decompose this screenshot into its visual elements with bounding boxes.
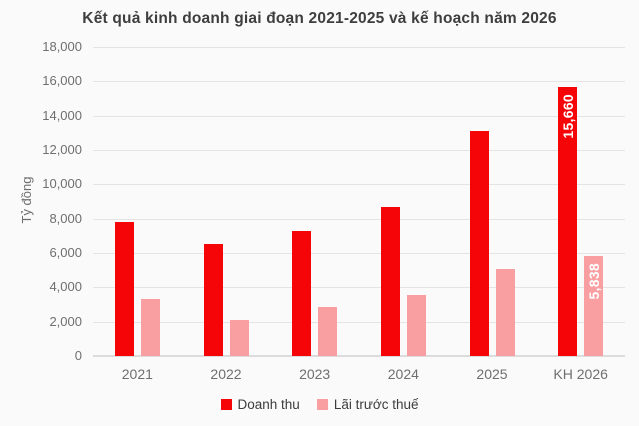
bar-doanh-thu-2021 <box>114 222 134 356</box>
chart-title: Kết quả kinh doanh giai đoạn 2021-2025 v… <box>82 10 557 27</box>
y-tick-label: 12,000 <box>42 142 82 157</box>
y-tick-label: 2,000 <box>49 313 82 329</box>
y-tick-label: 18,000 <box>42 39 82 54</box>
gridline <box>93 287 625 289</box>
y-tick-label: 10,000 <box>42 176 82 192</box>
legend-item-doanh-thu: Doanh thu <box>220 397 300 412</box>
bar-value-label: 15,660 <box>559 94 576 139</box>
bar-doanh-thu-2025 <box>469 131 489 356</box>
bar-lai-truoc-thue-2022 <box>229 319 249 356</box>
plot-area: 15,660 5,838 <box>93 47 625 357</box>
gridline <box>93 47 625 48</box>
x-tick-label: 2025 <box>476 366 508 382</box>
gridline <box>93 218 625 220</box>
y-tick-label: 14,000 <box>42 107 82 123</box>
y-tick-label: 6,000 <box>49 245 82 260</box>
bar-doanh-thu-2024 <box>380 206 400 356</box>
gridline <box>93 253 625 254</box>
axis-baseline <box>93 355 625 357</box>
y-tick-label: 4,000 <box>49 279 82 295</box>
x-tick-label: 2022 <box>210 366 242 382</box>
bar-lai-truoc-thue-2023 <box>318 307 338 356</box>
gridline <box>93 150 625 151</box>
bar-lai-truoc-thue-2025 <box>495 269 515 356</box>
y-tick-label: 16,000 <box>42 73 82 89</box>
bar-lai-truoc-thue-kh-2026: 5,838 <box>584 255 604 356</box>
gridline <box>93 81 625 83</box>
y-tick-label: 0 <box>74 348 82 363</box>
x-tick-label: 2023 <box>299 366 331 382</box>
legend-swatch-doanh-thu <box>220 399 232 410</box>
x-tick-label: 2021 <box>121 366 153 382</box>
gridline <box>93 115 625 117</box>
bar-doanh-thu-2023 <box>292 230 312 356</box>
legend-label: Doanh thu <box>237 397 300 412</box>
x-tick-label: KH 2026 <box>553 366 608 382</box>
legend: Doanh thu Lãi trước thuế <box>0 397 639 412</box>
legend-item-lai-truoc-thue: Lãi trước thuế <box>316 397 419 412</box>
bar-lai-truoc-thue-2024 <box>406 295 426 356</box>
gridline <box>93 321 625 323</box>
bar-doanh-thu-kh-2026: 15,660 <box>558 87 578 356</box>
legend-label: Lãi trước thuế <box>333 397 419 412</box>
gridline <box>93 184 625 186</box>
x-tick-label: 2024 <box>387 366 419 382</box>
legend-swatch-lai-truoc-thue <box>316 399 328 410</box>
bar-doanh-thu-2022 <box>203 244 223 356</box>
bar-lai-truoc-thue-2021 <box>140 298 160 356</box>
y-tick-label: 8,000 <box>49 210 82 226</box>
bar-value-label: 5,838 <box>585 262 602 300</box>
